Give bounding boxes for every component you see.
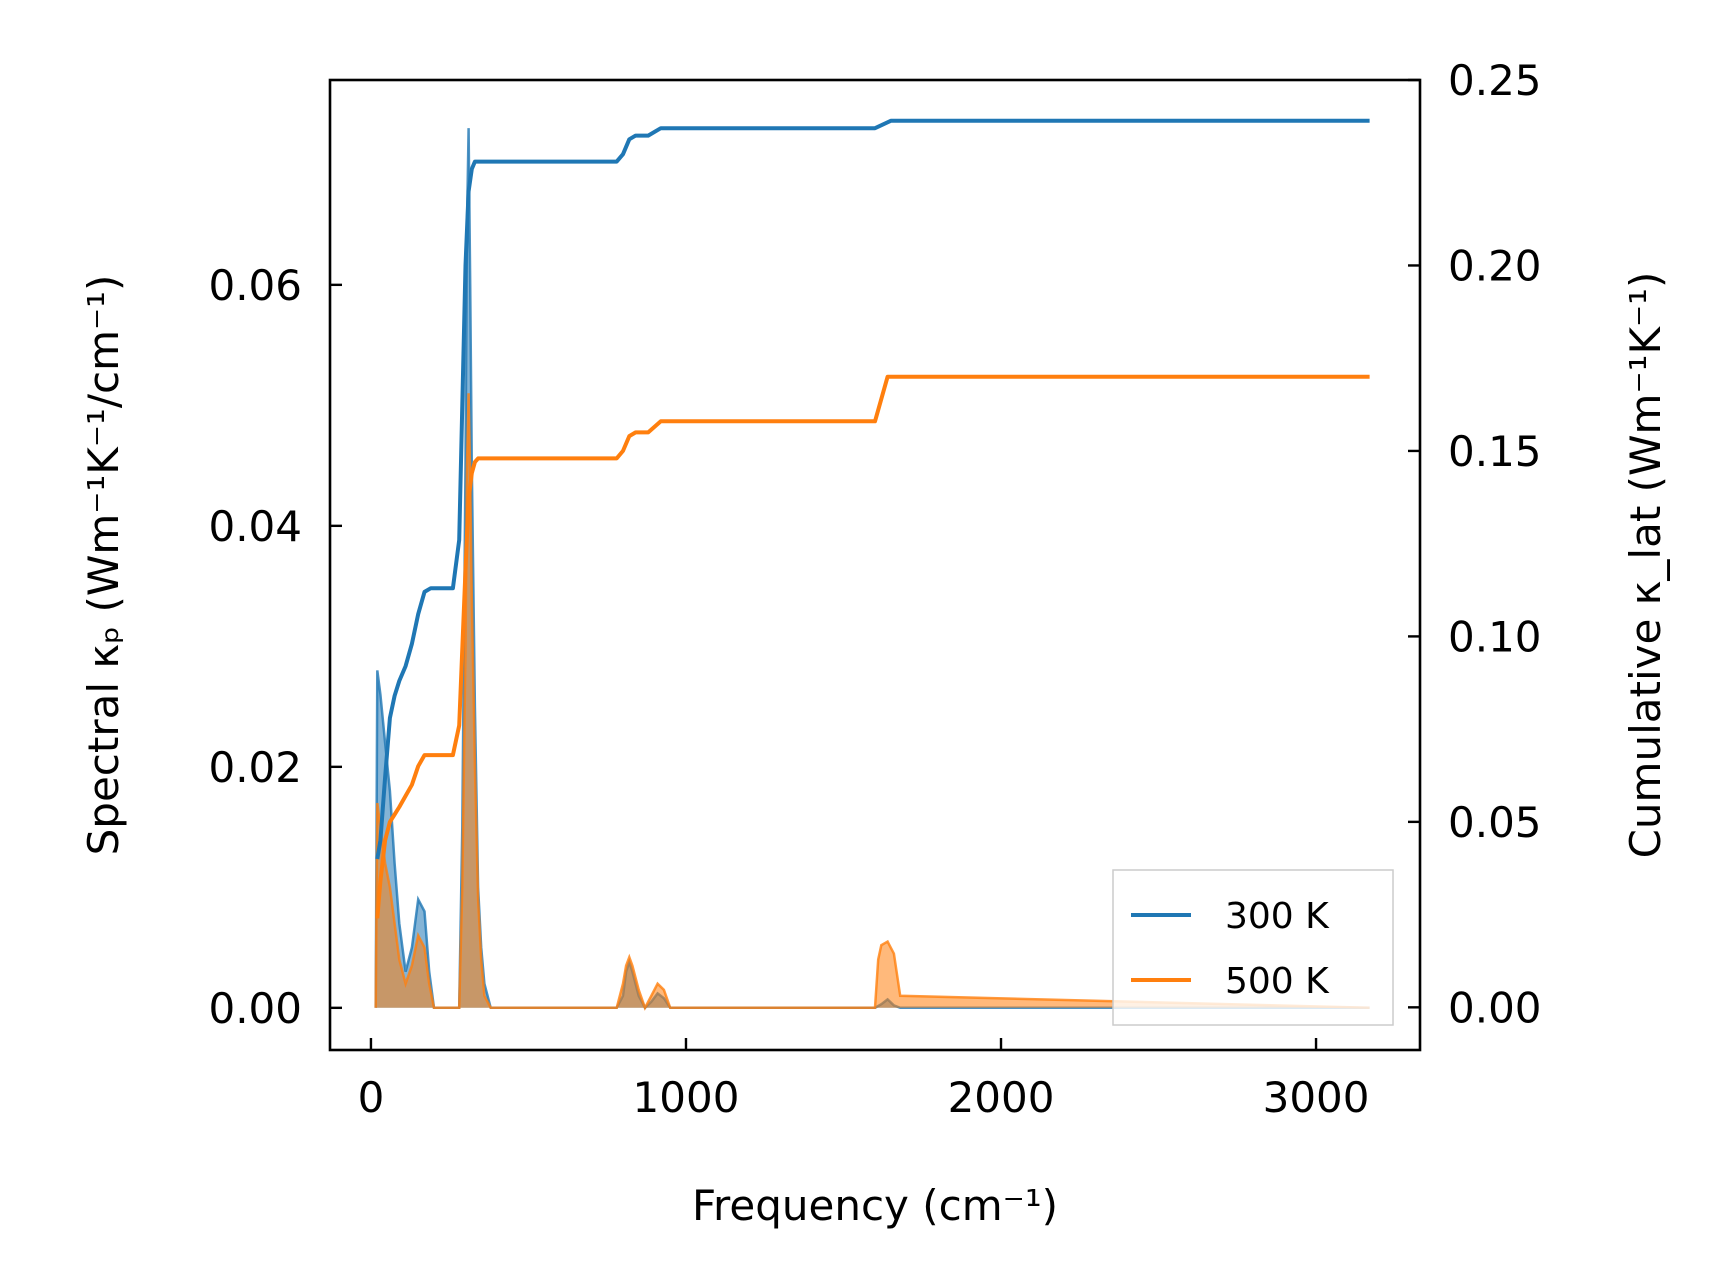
cumulative-line-300k [375,118,1370,860]
right-y-tick-label: 0.10 [1448,612,1542,661]
right-y-axis-ticks: 0.00 0.05 0.10 0.15 0.20 0.25 [1408,56,1542,1032]
x-tick-label: 3000 [1263,1073,1370,1122]
right-y-tick-label: 0.00 [1448,983,1542,1032]
x-tick-label: 0 [358,1073,385,1122]
spectral-line-500k [374,393,1370,1011]
x-tick-label: 2000 [948,1073,1055,1122]
left-y-tick-label: 0.04 [208,502,302,551]
left-y-axis-ticks: 0.00 0.02 0.04 0.06 [208,261,342,1033]
left-y-tick-label: 0.06 [208,261,302,310]
cumulative-line-500k [375,374,1370,919]
left-y-axis-title: Spectral κₚ (Wm⁻¹K⁻¹/cm⁻¹) [79,275,128,856]
right-y-tick-label: 0.25 [1448,56,1542,105]
right-y-axis-title: Cumulative κ_lat (Wm⁻¹K⁻¹) [1621,272,1670,859]
cumulative-layer [375,118,1370,919]
left-y-tick-label: 0.02 [208,743,302,792]
legend: 300 K 500 K [1112,869,1394,1026]
x-axis-ticks: 0 1000 2000 3000 [358,1038,1370,1122]
x-axis-title: Frequency (cm⁻¹) [692,1181,1058,1230]
right-y-tick-label: 0.20 [1448,241,1542,290]
x-tick-label: 1000 [633,1073,740,1122]
spectral-layer [374,128,1370,1011]
spectral-area-500k [375,393,1370,1008]
left-y-tick-label: 0.00 [208,984,302,1033]
legend-label-300k: 300 K [1225,896,1330,937]
right-y-tick-label: 0.15 [1448,427,1542,476]
right-y-tick-label: 0.05 [1448,798,1542,847]
legend-label-500k: 500 K [1225,961,1330,1002]
plot-frame [328,78,1422,1052]
legend-box [1112,869,1394,1026]
